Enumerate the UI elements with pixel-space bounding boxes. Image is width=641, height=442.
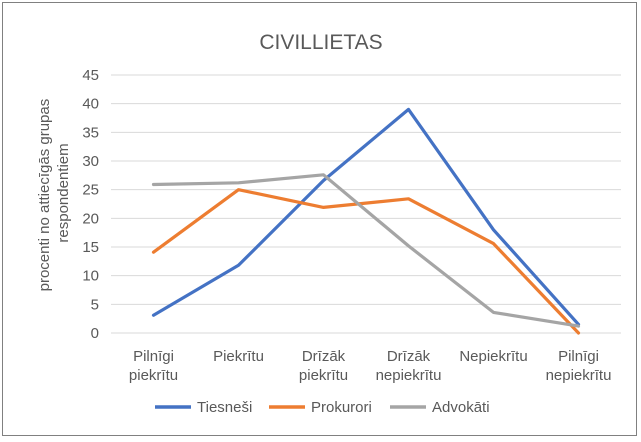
legend-label: Advokāti (432, 399, 490, 416)
y-tick-label: 35 (82, 124, 99, 141)
x-tick-label: Drīzāk piekrītu (299, 348, 348, 384)
y-axis-label-line-1: procenti no attiecīgās grupas (36, 99, 53, 292)
chart-frame: CIVILLIETAS procenti no attiecīgās grupa… (2, 2, 637, 436)
line-chart: CIVILLIETAS procenti no attiecīgās grupa… (3, 3, 638, 437)
x-tick-label-line: Drīzāk (302, 348, 346, 365)
x-tick-label-line: nepiekrītu (376, 367, 442, 384)
y-tick-label: 15 (82, 239, 99, 256)
x-tick-label: Piekrītu (213, 348, 264, 365)
y-tick-label: 0 (91, 325, 99, 342)
series-lines (153, 109, 578, 333)
y-axis-label: procenti no attiecīgās grupas respondent… (36, 95, 72, 292)
x-tick-label-line: Nepiekrītu (459, 348, 527, 365)
y-tick-label: 25 (82, 182, 99, 199)
y-tick-label: 5 (91, 296, 99, 313)
x-tick-label: Drīzāk nepiekrītu (376, 348, 442, 384)
x-tick-label: Nepiekrītu (459, 348, 527, 365)
x-tick-label-line: piekrītu (129, 367, 178, 384)
x-tick-label-line: piekrītu (299, 367, 348, 384)
y-tick-label: 10 (82, 268, 99, 285)
legend-label: Prokurori (311, 399, 372, 416)
y-axis-label-line-2: respondentiem (55, 143, 72, 242)
x-tick-label-line: Pilnīgi (133, 348, 174, 365)
x-tick-label: Pilnīgi nepiekrītu (546, 348, 612, 384)
series-line-advokāti (154, 175, 579, 326)
legend-label: Tiesneši (197, 399, 252, 416)
x-tick-label-line: Pilnīgi (558, 348, 599, 365)
x-tick-label-line: nepiekrītu (546, 367, 612, 384)
legend: Tiesneši Prokurori Advokāti (155, 399, 490, 416)
x-tick-label-line: Piekrītu (213, 348, 264, 365)
series-line-tiesneši (154, 109, 579, 324)
chart-title: CIVILLIETAS (259, 31, 382, 54)
y-tick-label: 40 (82, 96, 99, 113)
y-tick-label: 20 (82, 210, 99, 227)
y-tick-labels: 0 5 10 15 20 25 30 35 40 45 (82, 67, 99, 342)
y-tick-label: 30 (82, 153, 99, 170)
y-tick-label: 45 (82, 67, 99, 84)
x-tick-label-line: Drīzāk (387, 348, 431, 365)
x-tick-label: Pilnīgi piekrītu (129, 348, 178, 384)
